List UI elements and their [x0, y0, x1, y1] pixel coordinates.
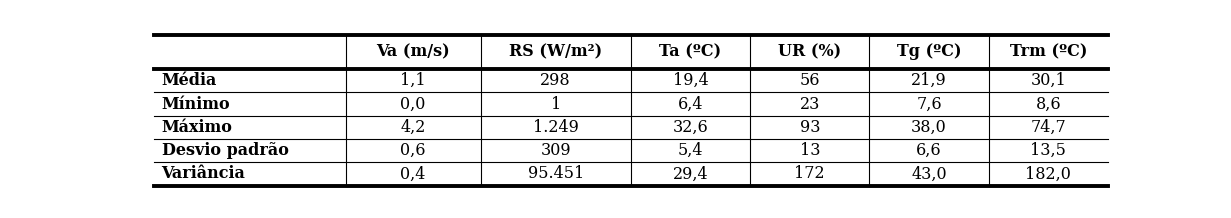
Text: 38,0: 38,0: [911, 119, 947, 136]
Text: Média: Média: [161, 72, 217, 89]
Text: 19,4: 19,4: [672, 72, 708, 89]
Text: UR (%): UR (%): [778, 43, 841, 60]
Text: 6,6: 6,6: [916, 142, 942, 159]
Text: Mínimo: Mínimo: [161, 96, 230, 113]
Text: Tg (ºC): Tg (ºC): [896, 43, 961, 60]
Text: 0,0: 0,0: [400, 96, 426, 113]
Text: 182,0: 182,0: [1025, 165, 1071, 182]
Text: 43,0: 43,0: [911, 165, 947, 182]
Text: 309: 309: [540, 142, 571, 159]
Text: 1.249: 1.249: [533, 119, 579, 136]
Text: Máximo: Máximo: [161, 119, 233, 136]
Text: 13: 13: [799, 142, 820, 159]
Text: Va (m/s): Va (m/s): [377, 43, 451, 60]
Text: Trm (ºC): Trm (ºC): [1009, 43, 1087, 60]
Text: 21,9: 21,9: [911, 72, 947, 89]
Text: 6,4: 6,4: [678, 96, 703, 113]
Text: 56: 56: [799, 72, 820, 89]
Text: RS (W/m²): RS (W/m²): [510, 43, 602, 60]
Text: 1,1: 1,1: [400, 72, 426, 89]
Text: 1: 1: [550, 96, 561, 113]
Text: 4,2: 4,2: [400, 119, 426, 136]
Text: Desvio padrão: Desvio padrão: [161, 142, 288, 159]
Text: 0,6: 0,6: [400, 142, 426, 159]
Text: 29,4: 29,4: [672, 165, 708, 182]
Text: 32,6: 32,6: [672, 119, 708, 136]
Text: 95.451: 95.451: [528, 165, 583, 182]
Text: Ta (ºC): Ta (ºC): [660, 43, 721, 60]
Text: Variância: Variância: [161, 165, 245, 182]
Text: 74,7: 74,7: [1030, 119, 1066, 136]
Text: 8,6: 8,6: [1035, 96, 1061, 113]
Text: 23: 23: [800, 96, 820, 113]
Text: 30,1: 30,1: [1030, 72, 1066, 89]
Text: 298: 298: [540, 72, 571, 89]
Text: 13,5: 13,5: [1030, 142, 1066, 159]
Text: 7,6: 7,6: [916, 96, 942, 113]
Text: 0,4: 0,4: [400, 165, 426, 182]
Text: 172: 172: [794, 165, 825, 182]
Text: 93: 93: [799, 119, 820, 136]
Text: 5,4: 5,4: [678, 142, 703, 159]
